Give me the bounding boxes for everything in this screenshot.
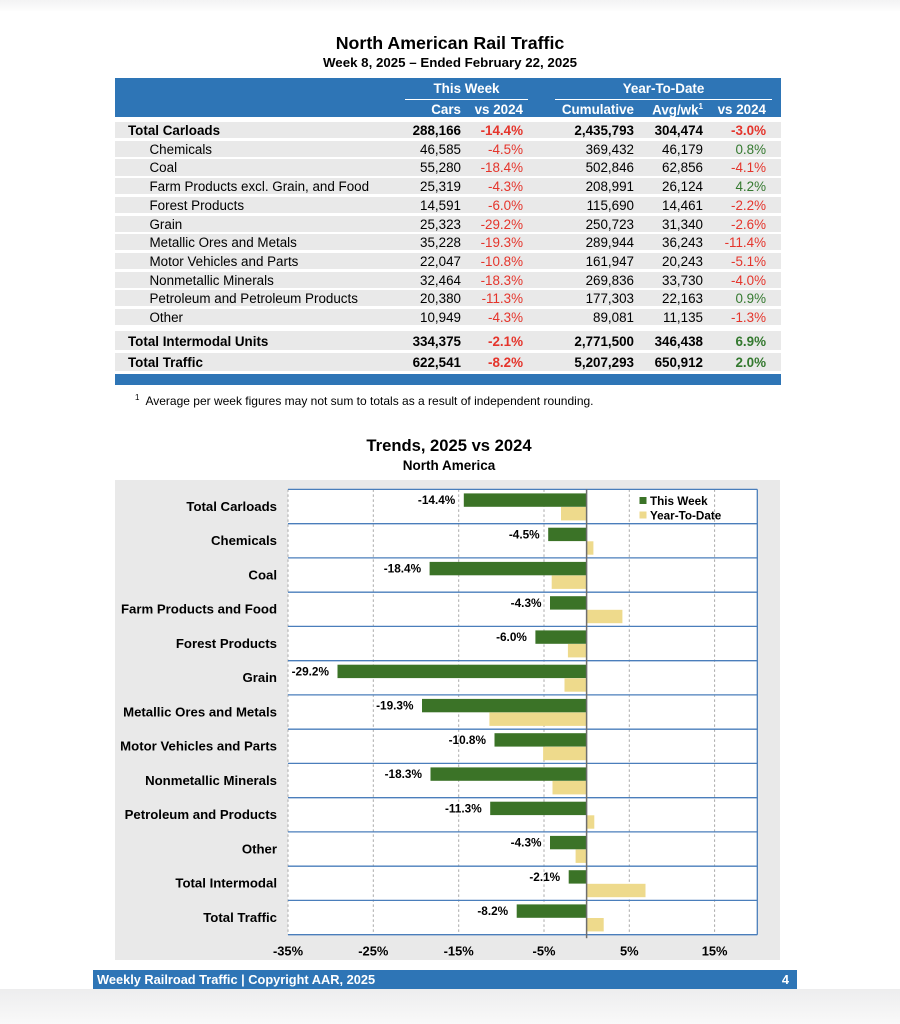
svg-text:Forest Products: Forest Products [176,636,277,651]
svg-text:Petroleum and Products: Petroleum and Products [125,807,277,822]
svg-text:-18.4%: -18.4% [384,562,422,576]
svg-text:-11.3%: -11.3% [445,801,482,815]
svg-text:-35%: -35% [273,944,304,959]
svg-text:Chemicals: Chemicals [211,533,277,548]
svg-text:Nonmetallic Minerals: Nonmetallic Minerals [145,773,277,788]
svg-text:-6.0%: -6.0% [496,630,527,644]
svg-text:This Week: This Week [650,495,708,508]
svg-text:-19.3%: -19.3% [376,699,414,713]
svg-text:Motor Vehicles and Parts: Motor Vehicles and Parts [120,739,277,754]
svg-text:-10.8%: -10.8% [449,733,487,747]
svg-text:-18.3%: -18.3% [385,767,423,781]
svg-text:-29.2%: -29.2% [292,664,330,678]
svg-text:-4.5%: -4.5% [509,527,540,541]
svg-text:Grain: Grain [243,670,277,685]
svg-text:-4.3%: -4.3% [511,836,542,850]
svg-text:-5%: -5% [533,944,556,959]
svg-text:Coal: Coal [248,567,277,582]
svg-text:Total Traffic: Total Traffic [203,910,277,925]
svg-text:-4.3%: -4.3% [511,596,542,610]
svg-text:15%: 15% [702,944,728,959]
svg-text:Total Intermodal: Total Intermodal [175,876,277,891]
svg-text:-8.2%: -8.2% [477,904,508,918]
svg-text:Total Carloads: Total Carloads [186,499,277,514]
svg-text:-2.1%: -2.1% [529,870,560,884]
svg-text:-14.4%: -14.4% [418,493,456,507]
svg-text:5%: 5% [620,944,639,959]
svg-text:Farm Products and Food: Farm Products and Food [121,602,277,617]
svg-text:-15%: -15% [444,944,475,959]
svg-text:Other: Other [242,841,277,856]
svg-text:Metallic Ores and Metals: Metallic Ores and Metals [123,704,277,719]
svg-text:-25%: -25% [358,944,389,959]
svg-text:Year-To-Date: Year-To-Date [650,509,722,522]
